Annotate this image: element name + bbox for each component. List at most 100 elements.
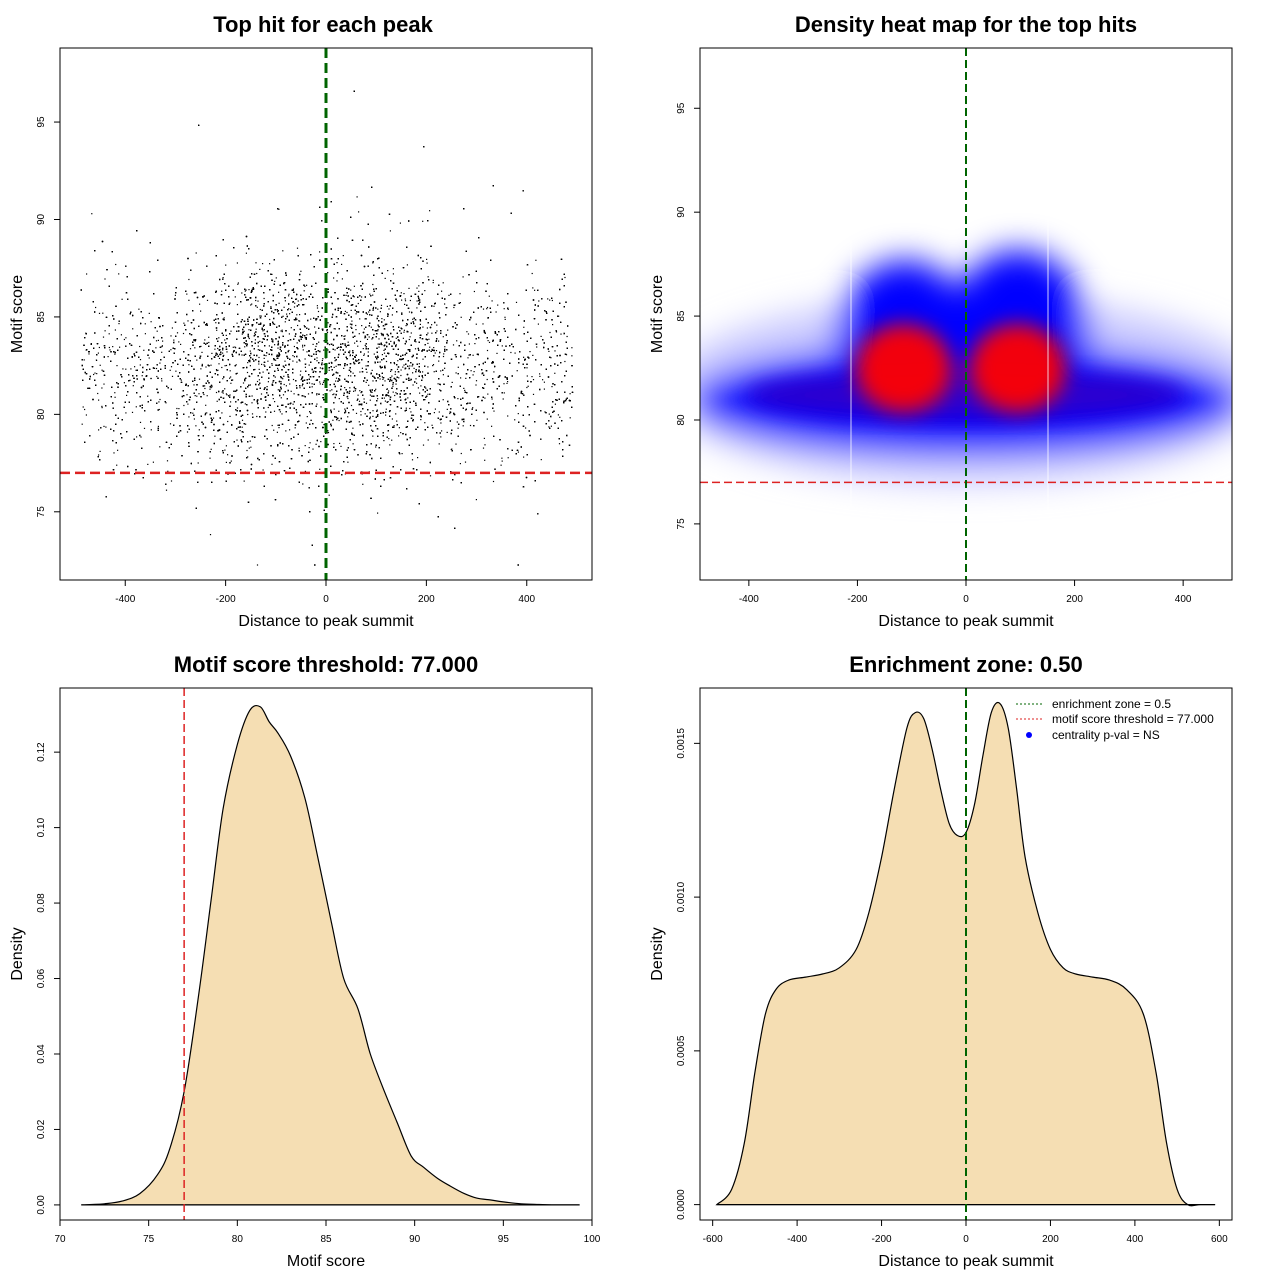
scatter-point <box>277 311 279 313</box>
scatter-point <box>281 331 283 333</box>
scatter-point <box>495 311 497 313</box>
scatter-point <box>459 293 461 295</box>
scatter-point <box>344 335 346 337</box>
scatter-point <box>327 322 329 324</box>
scatter-point <box>364 337 366 339</box>
scatter-point <box>411 459 414 461</box>
scatter-point <box>446 431 448 433</box>
scatter-point <box>223 317 225 319</box>
scatter-point <box>292 378 295 381</box>
scatter-point <box>331 389 333 391</box>
scatter-point <box>157 425 159 427</box>
scatter-point <box>236 304 238 306</box>
scatter-point <box>422 377 424 379</box>
scatter-point <box>98 312 101 314</box>
scatter-point <box>308 382 311 384</box>
scatter-point <box>465 409 467 411</box>
scatter-point <box>551 299 553 302</box>
scatter-point <box>247 362 249 364</box>
scatter-point <box>514 419 516 421</box>
scatter-point <box>346 344 348 346</box>
scatter-point <box>350 326 352 328</box>
scatter-point <box>362 483 364 485</box>
scatter-point <box>348 352 351 354</box>
scatter-point <box>170 349 172 351</box>
scatter-point <box>91 213 93 215</box>
scatter-point <box>383 352 386 354</box>
scatter-point <box>304 344 306 346</box>
scatter-point <box>224 449 226 451</box>
scatter-point <box>402 366 404 368</box>
scatter-point <box>316 393 318 395</box>
scatter-point <box>389 444 391 446</box>
scatter-point <box>293 345 295 348</box>
scatter-point <box>565 354 568 356</box>
scatter-point <box>401 299 403 301</box>
scatter-point <box>488 295 490 297</box>
scatter-point <box>315 331 317 333</box>
scatter-point <box>265 355 267 357</box>
scatter-point <box>368 311 370 313</box>
scatter-point <box>428 338 430 340</box>
scatter-point <box>456 340 458 342</box>
scatter-point <box>114 392 116 394</box>
scatter-point <box>275 331 277 334</box>
scatter-point <box>256 272 258 275</box>
scatter-point <box>271 463 273 465</box>
scatter-point <box>187 320 189 322</box>
scatter-point <box>322 394 324 396</box>
scatter-point <box>278 352 280 354</box>
scatter-point <box>419 392 421 394</box>
scatter-point <box>349 323 351 325</box>
scatter-point <box>523 456 525 458</box>
scatter-point <box>209 534 212 536</box>
scatter-point <box>507 308 509 310</box>
scatter-point <box>161 380 163 382</box>
scatter-point <box>286 313 288 315</box>
scatter-point <box>468 354 470 356</box>
scatter-point <box>296 314 298 316</box>
scatter-point <box>462 276 464 278</box>
scatter-point <box>363 398 365 400</box>
scatter-point <box>444 303 446 305</box>
scatter-point <box>279 411 281 413</box>
scatter-point <box>474 343 476 345</box>
scatter-point <box>476 419 478 421</box>
scatter-point <box>295 298 298 300</box>
scatter-point <box>139 364 141 366</box>
scatter-point <box>558 315 560 317</box>
scatter-point <box>288 295 290 297</box>
scatter-point <box>554 403 556 405</box>
scatter-point <box>278 427 280 429</box>
scatter-point <box>405 407 407 409</box>
scatter-point <box>113 452 115 454</box>
scatter-point <box>437 383 439 385</box>
scatter-point <box>352 372 354 374</box>
scatter-point <box>205 366 207 368</box>
scatter-point <box>281 413 283 415</box>
scatter-point <box>227 473 229 475</box>
scatter-point <box>227 420 229 423</box>
scatter-point <box>475 323 477 325</box>
scatter-point <box>232 379 234 381</box>
scatter-point <box>453 306 455 309</box>
scatter-point <box>395 392 397 394</box>
scatter-point <box>302 346 304 348</box>
scatter-point <box>487 340 489 342</box>
scatter-point <box>323 424 325 426</box>
scatter-point <box>144 323 146 325</box>
scatter-point <box>381 354 383 356</box>
scatter-point <box>402 337 404 339</box>
scatter-point <box>166 460 169 462</box>
scatter-point <box>357 302 359 305</box>
scatter-point <box>323 363 325 365</box>
scatter-point <box>361 325 363 327</box>
scatter-point <box>277 424 279 426</box>
scatter-point <box>316 403 318 405</box>
scatter-point <box>114 329 116 331</box>
scatter-point <box>157 339 159 341</box>
scatter-point <box>268 345 270 347</box>
scatter-point <box>118 273 120 275</box>
scatter-point <box>328 369 330 371</box>
scatter-point <box>383 349 385 351</box>
